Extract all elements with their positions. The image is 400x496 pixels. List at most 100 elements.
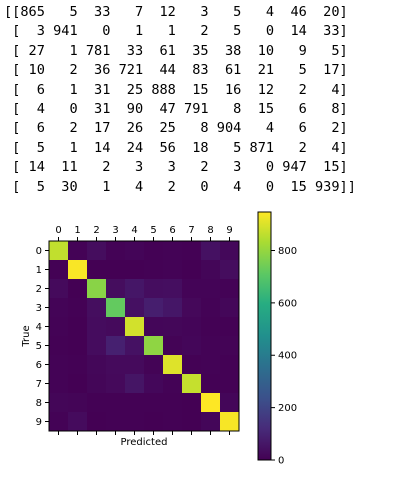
heatmap-cell <box>182 374 202 394</box>
x-tick-label: 6 <box>169 225 175 236</box>
heatmap-cell <box>125 279 145 299</box>
heatmap-cell <box>49 298 69 318</box>
heatmap-cell <box>220 393 240 413</box>
confusion-matrix-printout: [[865 5 33 7 12 3 5 4 46 20] [ 3 941 0 1… <box>4 4 356 195</box>
colorbar-tick-label: 400 <box>278 351 297 362</box>
heatmap-cell <box>144 279 164 299</box>
heatmap-cell <box>220 298 240 318</box>
heatmap-cell <box>87 317 107 337</box>
heatmap-cell <box>201 317 221 337</box>
y-tick-label: 1 <box>36 265 42 276</box>
y-tick-label: 5 <box>36 341 42 352</box>
heatmap-cell <box>68 241 88 261</box>
heatmap-cell <box>49 241 69 261</box>
heatmap-cell <box>220 317 240 337</box>
x-tick-label: 5 <box>150 225 156 236</box>
heatmap-cell <box>68 260 88 280</box>
heatmap-cell <box>106 374 126 394</box>
x-tick-label: 2 <box>93 225 99 236</box>
heatmap-cell <box>49 412 69 432</box>
y-tick-label: 4 <box>36 322 42 333</box>
heatmap-cell <box>49 260 69 280</box>
heatmap-cells <box>49 241 240 432</box>
heatmap-cell <box>68 393 88 413</box>
x-axis-label: Predicted <box>121 437 168 448</box>
heatmap-cell <box>87 374 107 394</box>
heatmap-cell <box>68 412 88 432</box>
heatmap-cell <box>144 412 164 432</box>
heatmap-cell <box>68 279 88 299</box>
heatmap-cell <box>68 355 88 375</box>
heatmap-cell <box>220 260 240 280</box>
heatmap-cell <box>144 260 164 280</box>
heatmap-cell <box>220 374 240 394</box>
heatmap-cell <box>49 336 69 356</box>
heatmap-cell <box>87 241 107 261</box>
heatmap-cell <box>49 355 69 375</box>
heatmap-cell <box>201 279 221 299</box>
heatmap-cell <box>106 260 126 280</box>
heatmap-cell <box>201 393 221 413</box>
heatmap-cell <box>220 355 240 375</box>
heatmap-cell <box>182 279 202 299</box>
axis-ticks: 0 1 2 3 4 5 6 7 8 9 0 1 2 3 4 5 6 7 8 9 <box>36 225 233 435</box>
heatmap-cell <box>182 336 202 356</box>
heatmap-cell <box>220 241 240 261</box>
heatmap-cell <box>201 336 221 356</box>
x-tick-label: 1 <box>74 225 80 236</box>
heatmap-cell <box>182 393 202 413</box>
heatmap-cell <box>106 279 126 299</box>
heatmap-cell <box>163 260 183 280</box>
heatmap-cell <box>144 336 164 356</box>
x-tick-label: 3 <box>112 225 118 236</box>
heatmap-cell <box>182 412 202 432</box>
x-tick-label: 8 <box>207 225 213 236</box>
plot-frame <box>48 240 240 432</box>
y-axis-label: True <box>21 325 32 347</box>
x-tick-label: 4 <box>131 225 137 236</box>
heatmap-cell <box>87 412 107 432</box>
y-tick-label: 2 <box>36 284 42 295</box>
heatmap-cell <box>163 374 183 394</box>
heatmap-cell <box>201 412 221 432</box>
heatmap-cell <box>182 260 202 280</box>
heatmap-cell <box>125 355 145 375</box>
heatmap-cell <box>125 412 145 432</box>
heatmap-cell <box>68 317 88 337</box>
heatmap-cell <box>182 298 202 318</box>
heatmap-cell <box>201 241 221 261</box>
colorbar-tick-label: 200 <box>278 403 297 414</box>
heatmap-cell <box>49 317 69 337</box>
heatmap-cell <box>220 279 240 299</box>
heatmap-cell <box>87 260 107 280</box>
heatmap-cell <box>125 374 145 394</box>
heatmap-cell <box>163 241 183 261</box>
y-tick-label: 7 <box>36 379 42 390</box>
heatmap-cell <box>220 412 240 432</box>
heatmap-cell <box>144 393 164 413</box>
x-tick-label: 7 <box>188 225 194 236</box>
heatmap-cell <box>106 355 126 375</box>
y-tick-label: 3 <box>36 303 42 314</box>
colorbar-tick-label: 0 <box>278 456 284 467</box>
heatmap-cell <box>125 336 145 356</box>
heatmap-cell <box>201 374 221 394</box>
heatmap-cell <box>125 298 145 318</box>
heatmap-cell <box>125 393 145 413</box>
heatmap-cell <box>182 355 202 375</box>
colorbar <box>257 211 272 461</box>
heatmap-cell <box>220 336 240 356</box>
heatmap-cell <box>163 393 183 413</box>
heatmap-cell <box>68 336 88 356</box>
heatmap-cell <box>163 336 183 356</box>
heatmap-cell <box>106 393 126 413</box>
heatmap-cell <box>144 241 164 261</box>
heatmap-cell <box>163 317 183 337</box>
heatmap-cell <box>182 241 202 261</box>
heatmap-cell <box>163 412 183 432</box>
heatmap-cell <box>201 298 221 318</box>
heatmap-cell <box>87 279 107 299</box>
heatmap-cell <box>106 317 126 337</box>
heatmap-cell <box>163 298 183 318</box>
heatmap-cell <box>68 298 88 318</box>
